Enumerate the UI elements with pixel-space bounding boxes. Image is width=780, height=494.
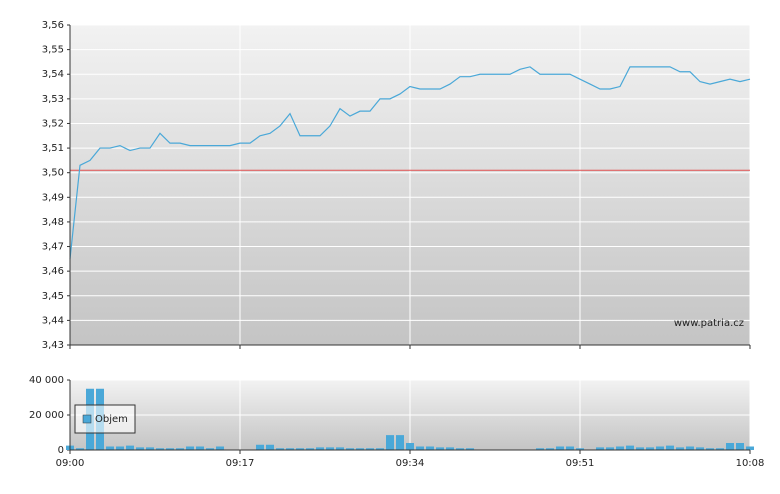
legend-label: Objem xyxy=(95,414,128,425)
price-line xyxy=(69,66,751,259)
volume-bar xyxy=(336,447,344,450)
volume-bar xyxy=(546,448,554,450)
volume-bar xyxy=(436,447,444,450)
volume-bar xyxy=(626,445,634,450)
volume-bar xyxy=(306,448,314,450)
volume-bar xyxy=(536,448,544,450)
x-tick-label: 09:00 xyxy=(56,458,85,469)
volume-bar xyxy=(206,448,214,450)
volume-bar xyxy=(416,446,424,450)
y-tick-label: 3,47 xyxy=(42,242,64,253)
legend-swatch xyxy=(82,414,92,424)
volume-bar xyxy=(356,448,364,450)
volume-bar xyxy=(346,448,354,450)
x-tick-label: 09:17 xyxy=(226,458,255,469)
y-tick-label: 20 000 xyxy=(29,410,64,421)
volume-bar xyxy=(276,448,284,450)
y-tick-label: 3,44 xyxy=(42,315,64,326)
volume-bar xyxy=(116,446,124,450)
y-tick-label: 3,46 xyxy=(42,266,64,277)
y-tick-label: 0 xyxy=(58,445,64,456)
volume-bar xyxy=(196,446,204,450)
volume-bar xyxy=(736,443,744,450)
volume-bar xyxy=(286,448,294,450)
volume-bar xyxy=(216,446,224,450)
volume-bar xyxy=(576,448,584,450)
volume-bar xyxy=(686,446,694,450)
volume-bar xyxy=(406,443,414,450)
volume-bar xyxy=(566,446,574,450)
volume-bar xyxy=(716,448,724,450)
y-tick-label: 3,43 xyxy=(42,340,64,351)
volume-bar xyxy=(156,448,164,450)
volume-bar xyxy=(646,447,654,450)
volume-bar xyxy=(596,447,604,450)
volume-bar xyxy=(446,447,454,450)
y-tick-label: 3,48 xyxy=(42,217,64,228)
volume-bar xyxy=(166,448,174,450)
volume-bar xyxy=(106,446,114,450)
volume-bar xyxy=(616,446,624,450)
volume-bar xyxy=(316,447,324,450)
volume-bar xyxy=(456,448,464,450)
volume-bar xyxy=(176,448,184,450)
volume-bar xyxy=(556,446,564,450)
y-tick-label: 3,50 xyxy=(42,168,64,179)
volume-bar xyxy=(136,447,144,450)
volume-bar xyxy=(726,443,734,450)
y-tick-label: 3,54 xyxy=(42,69,64,80)
volume-bar xyxy=(466,448,474,450)
volume-bar xyxy=(76,448,84,450)
volume-bar xyxy=(296,448,304,450)
volume-bar xyxy=(396,435,404,450)
volume-bar xyxy=(256,444,264,450)
x-tick-label: 09:34 xyxy=(396,458,425,469)
y-tick-label: 3,52 xyxy=(42,118,64,129)
volume-bar xyxy=(366,448,374,450)
y-tick-label: 40 000 xyxy=(29,375,64,386)
volume-bar xyxy=(746,446,754,450)
y-tick-label: 3,53 xyxy=(42,94,64,105)
volume-bar xyxy=(376,448,384,450)
volume-bar xyxy=(696,447,704,450)
y-tick-label: 3,55 xyxy=(42,45,64,56)
volume-bar xyxy=(326,447,334,450)
y-tick-label: 3,56 xyxy=(42,20,64,31)
x-tick-label: 09:51 xyxy=(566,458,595,469)
volume-bar xyxy=(146,447,154,450)
volume-bar xyxy=(186,446,194,450)
volume-bar xyxy=(426,446,434,450)
volume-bar xyxy=(706,448,714,450)
x-tick-label: 10:08 xyxy=(736,458,765,469)
volume-bar xyxy=(676,447,684,450)
volume-bar xyxy=(656,446,664,450)
volume-bar xyxy=(266,444,274,450)
volume-bar xyxy=(666,445,674,450)
volume-bar xyxy=(636,447,644,450)
watermark: www.patria.cz xyxy=(674,318,744,329)
y-tick-label: 3,45 xyxy=(42,291,64,302)
y-tick-label: 3,49 xyxy=(42,192,64,203)
volume-bar xyxy=(386,435,394,450)
volume-bar xyxy=(606,447,614,450)
y-tick-label: 3,51 xyxy=(42,143,64,154)
volume-bar xyxy=(126,445,134,450)
